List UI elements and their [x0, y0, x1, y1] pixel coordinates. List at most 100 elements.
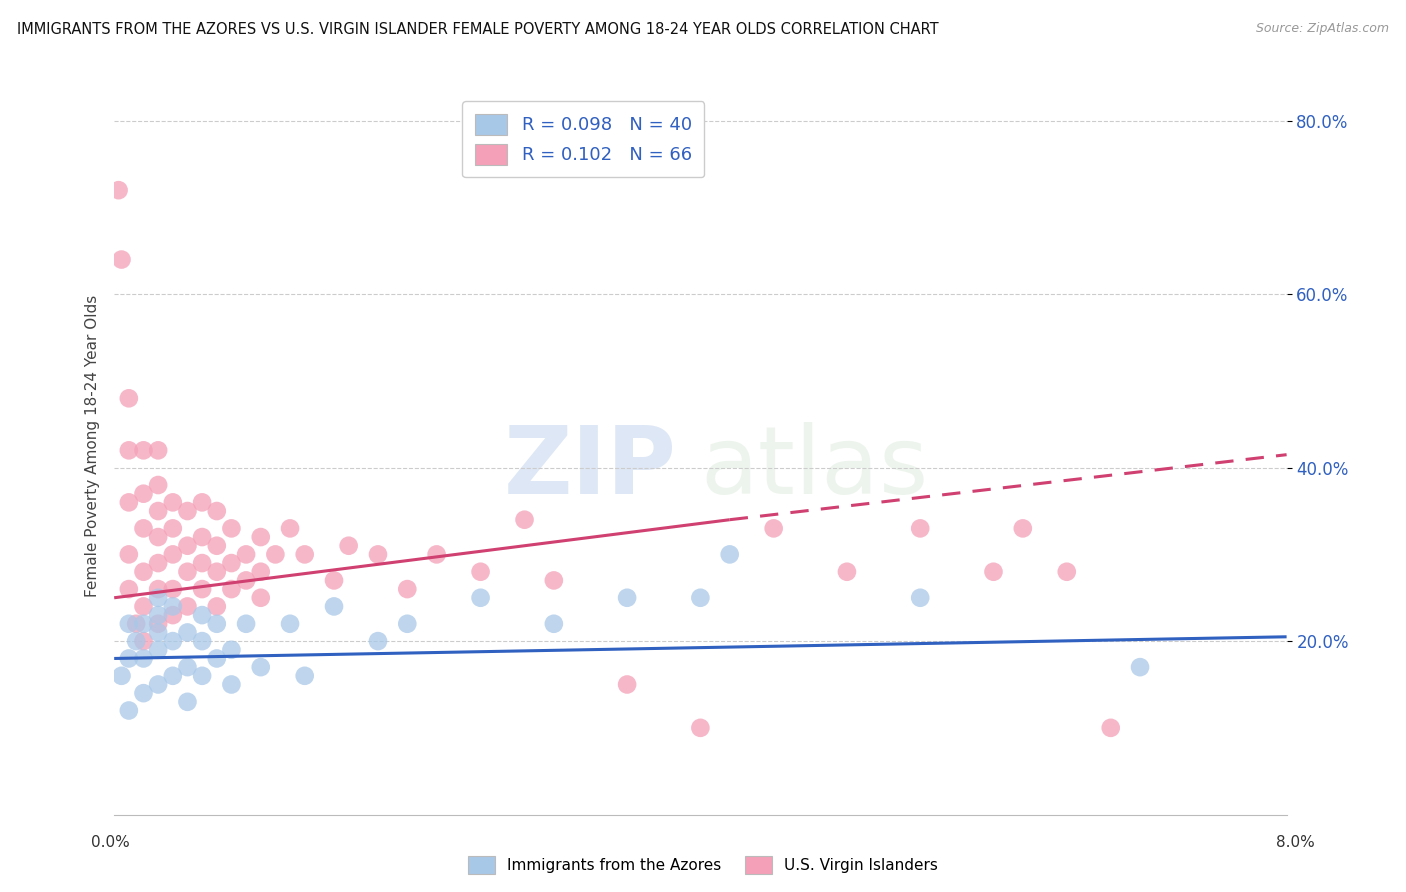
Point: [191, 634, 214, 648]
Point: [235, 574, 257, 588]
Point: [118, 582, 141, 596]
Point: [235, 548, 257, 562]
Point: [146, 677, 169, 691]
Point: [107, 183, 129, 197]
Point: [146, 443, 169, 458]
Point: [176, 565, 198, 579]
Point: [470, 565, 492, 579]
Point: [162, 599, 184, 614]
Point: [118, 651, 141, 665]
Point: [426, 548, 449, 562]
Point: [396, 582, 419, 596]
Point: [132, 599, 155, 614]
Point: [221, 521, 243, 535]
Point: [118, 392, 141, 406]
Point: [396, 616, 419, 631]
Point: [543, 616, 565, 631]
Point: [118, 495, 141, 509]
Point: [337, 539, 360, 553]
Point: [264, 548, 287, 562]
Text: Source: ZipAtlas.com: Source: ZipAtlas.com: [1256, 22, 1389, 36]
Point: [278, 521, 301, 535]
Point: [205, 651, 228, 665]
Point: [1056, 565, 1078, 579]
Point: [132, 486, 155, 500]
Point: [278, 616, 301, 631]
Point: [146, 504, 169, 518]
Point: [162, 548, 184, 562]
Point: [132, 651, 155, 665]
Point: [146, 616, 169, 631]
Legend: R = 0.098   N = 40, R = 0.102   N = 66: R = 0.098 N = 40, R = 0.102 N = 66: [463, 101, 704, 178]
Point: [191, 556, 214, 570]
Point: [191, 530, 214, 544]
Point: [191, 608, 214, 623]
Point: [543, 574, 565, 588]
Legend: Immigrants from the Azores, U.S. Virgin Islanders: Immigrants from the Azores, U.S. Virgin …: [461, 850, 945, 880]
Point: [132, 521, 155, 535]
Point: [249, 530, 271, 544]
Point: [191, 582, 214, 596]
Point: [689, 591, 711, 605]
Point: [294, 548, 316, 562]
Point: [118, 548, 141, 562]
Point: [513, 513, 536, 527]
Point: [205, 504, 228, 518]
Point: [162, 669, 184, 683]
Point: [132, 443, 155, 458]
Point: [176, 625, 198, 640]
Point: [1099, 721, 1122, 735]
Point: [146, 591, 169, 605]
Text: atlas: atlas: [700, 422, 928, 514]
Point: [221, 677, 243, 691]
Point: [367, 634, 389, 648]
Point: [110, 252, 132, 267]
Point: [205, 599, 228, 614]
Y-axis label: Female Poverty Among 18-24 Year Olds: Female Poverty Among 18-24 Year Olds: [86, 295, 100, 597]
Point: [146, 556, 169, 570]
Point: [176, 504, 198, 518]
Text: 0.0%: 0.0%: [91, 836, 131, 850]
Point: [132, 634, 155, 648]
Text: ZIP: ZIP: [505, 422, 676, 514]
Point: [132, 686, 155, 700]
Point: [176, 695, 198, 709]
Point: [146, 642, 169, 657]
Text: 8.0%: 8.0%: [1275, 836, 1315, 850]
Point: [616, 677, 638, 691]
Point: [470, 591, 492, 605]
Point: [146, 478, 169, 492]
Point: [110, 669, 132, 683]
Point: [132, 565, 155, 579]
Point: [162, 521, 184, 535]
Point: [146, 608, 169, 623]
Point: [367, 548, 389, 562]
Point: [1011, 521, 1033, 535]
Point: [762, 521, 785, 535]
Point: [205, 616, 228, 631]
Point: [221, 642, 243, 657]
Point: [176, 660, 198, 674]
Point: [249, 591, 271, 605]
Point: [176, 539, 198, 553]
Point: [221, 582, 243, 596]
Point: [323, 574, 346, 588]
Point: [191, 495, 214, 509]
Point: [616, 591, 638, 605]
Point: [294, 669, 316, 683]
Point: [835, 565, 858, 579]
Point: [162, 495, 184, 509]
Point: [205, 565, 228, 579]
Point: [908, 591, 931, 605]
Point: [162, 634, 184, 648]
Point: [249, 565, 271, 579]
Point: [908, 521, 931, 535]
Point: [118, 704, 141, 718]
Point: [191, 669, 214, 683]
Point: [205, 539, 228, 553]
Point: [125, 616, 148, 631]
Point: [1129, 660, 1152, 674]
Point: [162, 582, 184, 596]
Point: [235, 616, 257, 631]
Point: [146, 530, 169, 544]
